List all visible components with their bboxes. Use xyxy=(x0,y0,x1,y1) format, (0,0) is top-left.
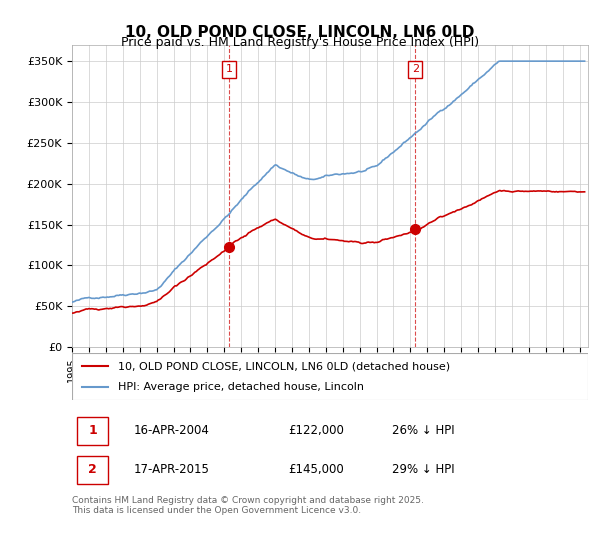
Text: 29% ↓ HPI: 29% ↓ HPI xyxy=(392,464,455,477)
Text: 16-APR-2004: 16-APR-2004 xyxy=(134,424,210,437)
FancyBboxPatch shape xyxy=(77,456,108,484)
Text: 1: 1 xyxy=(88,424,97,437)
Text: 10, OLD POND CLOSE, LINCOLN, LN6 0LD: 10, OLD POND CLOSE, LINCOLN, LN6 0LD xyxy=(125,25,475,40)
Text: £145,000: £145,000 xyxy=(289,464,344,477)
Text: £122,000: £122,000 xyxy=(289,424,344,437)
Text: 10, OLD POND CLOSE, LINCOLN, LN6 0LD (detached house): 10, OLD POND CLOSE, LINCOLN, LN6 0LD (de… xyxy=(118,361,451,371)
Text: 26% ↓ HPI: 26% ↓ HPI xyxy=(392,424,455,437)
Text: 1: 1 xyxy=(226,64,233,74)
Text: Contains HM Land Registry data © Crown copyright and database right 2025.
This d: Contains HM Land Registry data © Crown c… xyxy=(72,496,424,515)
FancyBboxPatch shape xyxy=(72,353,588,400)
Text: 17-APR-2015: 17-APR-2015 xyxy=(134,464,210,477)
FancyBboxPatch shape xyxy=(77,417,108,445)
Text: HPI: Average price, detached house, Lincoln: HPI: Average price, detached house, Linc… xyxy=(118,382,364,392)
Text: 2: 2 xyxy=(88,464,97,477)
Text: 2: 2 xyxy=(412,64,419,74)
Text: Price paid vs. HM Land Registry's House Price Index (HPI): Price paid vs. HM Land Registry's House … xyxy=(121,36,479,49)
